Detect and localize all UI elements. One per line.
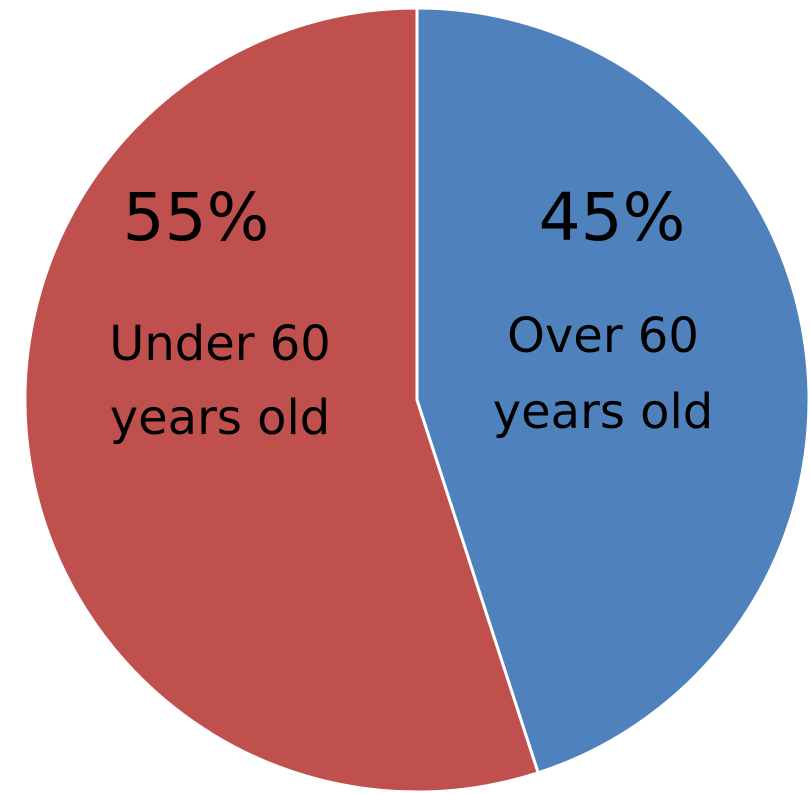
slice-percent-label: 55% [123,179,270,256]
pie-slice [415,6,810,775]
slice-percent-label: 45% [539,179,686,256]
slice-category-label: years old [110,390,331,446]
slice-category-label: years old [493,384,714,440]
slice-category-label: Under 60 [109,316,331,372]
slice-category-label: Over 60 [507,308,699,364]
pie-slice [23,6,541,794]
